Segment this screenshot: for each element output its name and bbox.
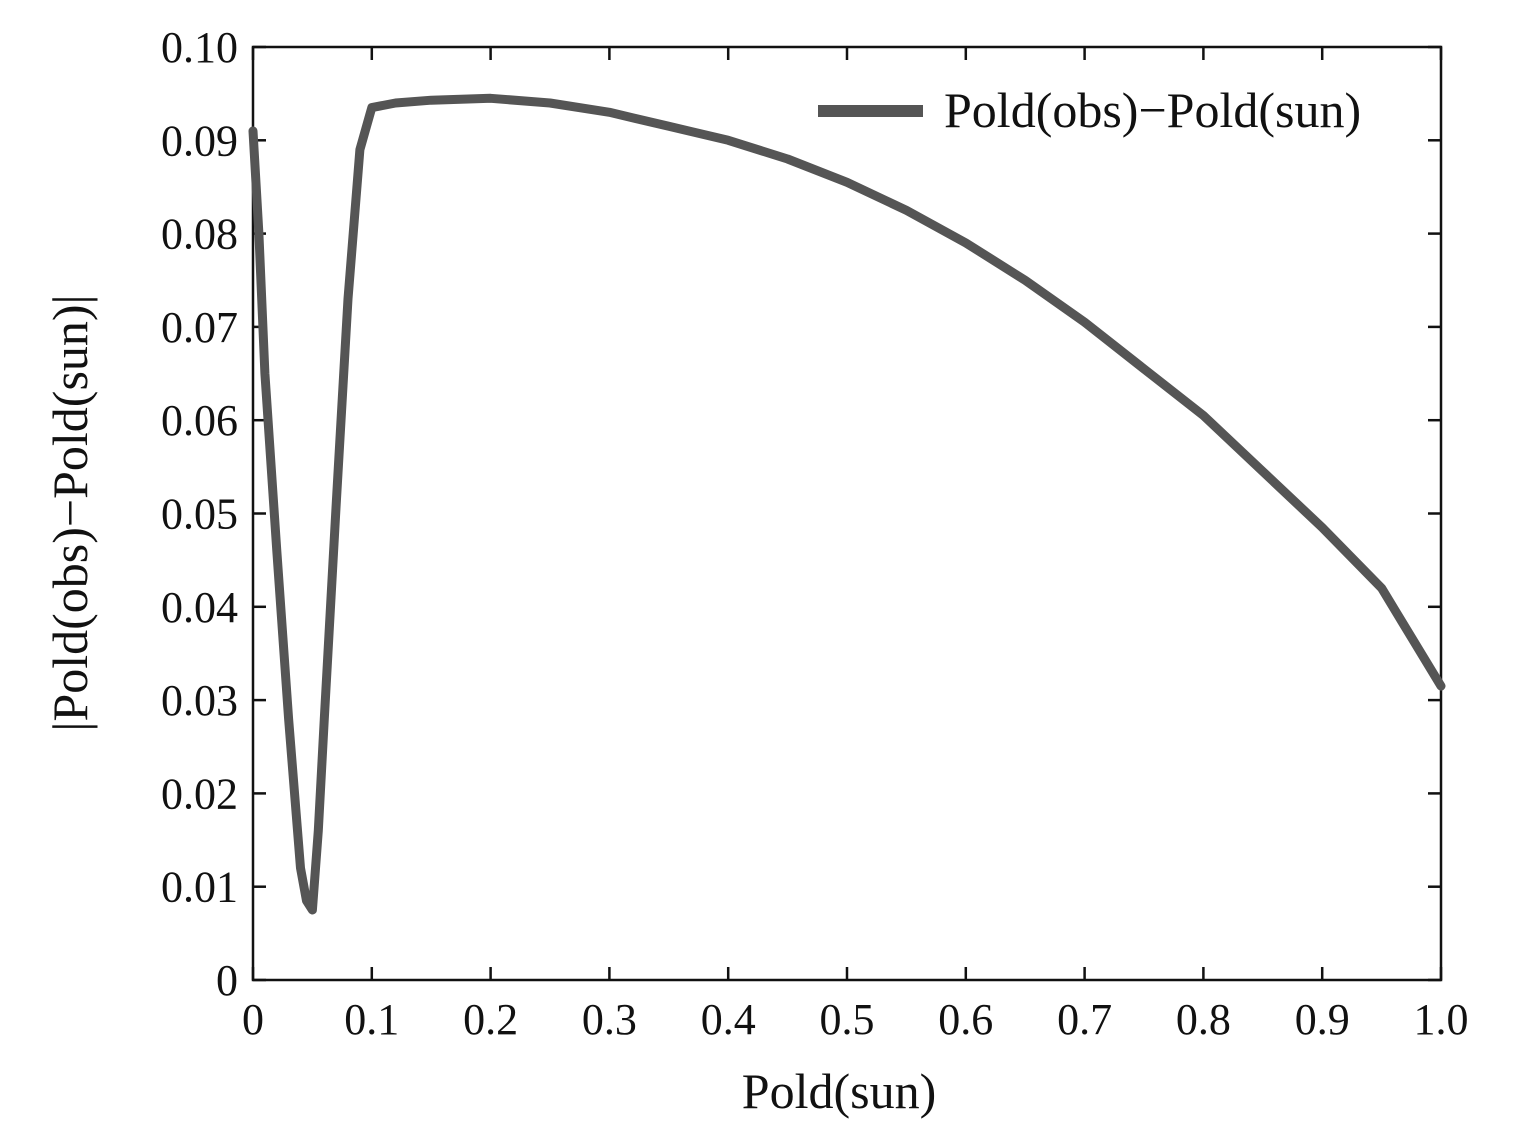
x-tick-label: 0.8 <box>1176 995 1231 1044</box>
series-line <box>248 93 1446 915</box>
y-axis-label: |Pold(obs)−Pold(sun)| <box>42 294 98 731</box>
x-tick-label: 0.6 <box>938 995 993 1044</box>
x-axis-label: Pold(sun) <box>742 1063 936 1119</box>
y-tick-label: 0.03 <box>161 676 238 725</box>
y-tick-label: 0 <box>216 956 238 1005</box>
y-tick-label: 0.07 <box>161 303 238 352</box>
y-tick-label: 0.06 <box>161 396 238 445</box>
y-tick-label: 0.10 <box>161 23 238 72</box>
x-tick-label: 0.4 <box>701 995 756 1044</box>
x-ticks: 0 0.1 0.2 0.3 0.4 0.5 0.6 0.7 0.8 0.9 1.0 <box>242 47 1469 1044</box>
y-tick-label: 0.02 <box>161 769 238 818</box>
x-tick-label: 1.0 <box>1414 995 1469 1044</box>
legend-label: Pold(obs)−Pold(sun) <box>944 82 1361 138</box>
y-tick-label: 0.08 <box>161 210 238 259</box>
y-tick-label: 0.09 <box>161 116 238 165</box>
y-tick-label: 0.01 <box>161 863 238 912</box>
legend: Pold(obs)−Pold(sun) <box>818 82 1361 138</box>
y-ticks: 0 0.01 0.02 0.03 0.04 0.05 0.06 0.07 0.08 0.09 0.1… <box>161 23 1441 1005</box>
x-tick-label: 0 <box>242 995 264 1044</box>
x-tick-label: 0.2 <box>463 995 518 1044</box>
y-tick-label: 0.05 <box>161 490 238 539</box>
x-tick-label: 0.1 <box>344 995 399 1044</box>
x-tick-label: 0.9 <box>1295 995 1350 1044</box>
x-tick-label: 0.3 <box>582 995 637 1044</box>
x-tick-label: 0.7 <box>1057 995 1112 1044</box>
y-tick-label: 0.04 <box>161 583 238 632</box>
series-layer <box>248 93 1446 915</box>
x-tick-label: 0.5 <box>820 995 875 1044</box>
